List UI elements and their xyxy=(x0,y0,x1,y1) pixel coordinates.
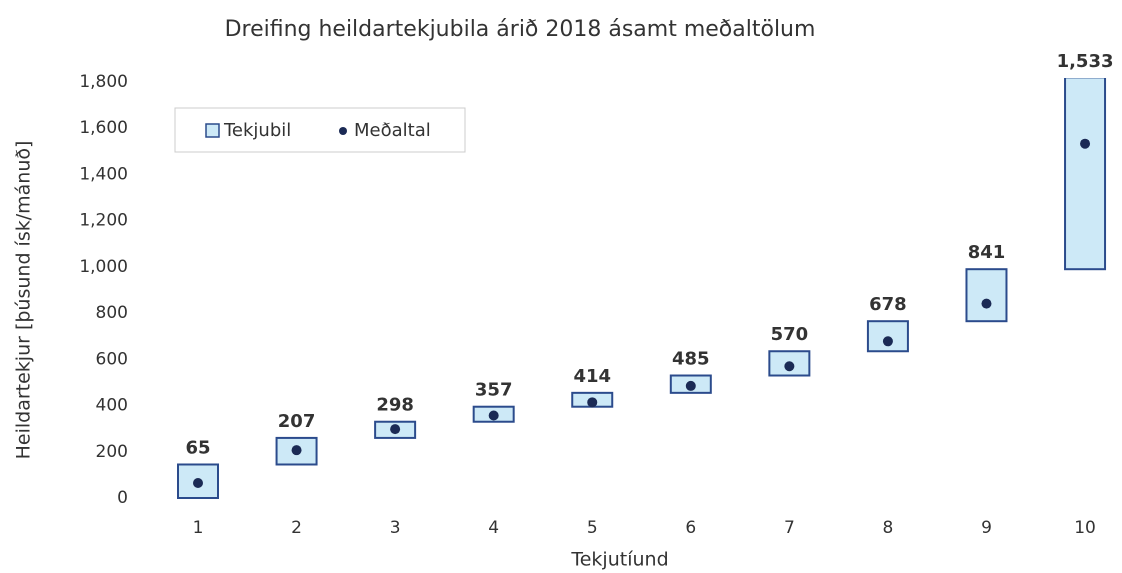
range-bar xyxy=(1064,78,1107,271)
x-tick-label: 2 xyxy=(291,518,302,538)
y-axis-label: Heildartekjur [þúsund ísk/mánuð] xyxy=(13,141,35,460)
data-label: 414 xyxy=(573,366,611,387)
plot-area xyxy=(177,78,1107,500)
data-label: 298 xyxy=(376,395,414,416)
x-tick-label: 6 xyxy=(685,518,696,538)
x-tick-label: 8 xyxy=(883,518,894,538)
legend-label: Meðaltal xyxy=(354,120,431,141)
mean-dot xyxy=(882,336,893,347)
chart-title: Dreifing heildartekjubila árið 2018 ásam… xyxy=(225,17,816,42)
legend-label: Tekjubil xyxy=(223,120,291,141)
x-tick-label: 9 xyxy=(981,518,992,538)
data-label: 678 xyxy=(869,294,907,315)
y-tick-label: 1,200 xyxy=(79,211,128,231)
x-tick-label: 7 xyxy=(784,518,795,538)
mean-dot xyxy=(390,424,401,435)
x-tick-label: 5 xyxy=(587,518,598,538)
mean-dot xyxy=(488,410,499,421)
data-label: 207 xyxy=(278,411,316,432)
legend-swatch xyxy=(205,123,220,138)
data-label: 65 xyxy=(185,437,210,458)
data-label: 841 xyxy=(968,242,1006,263)
range-bar xyxy=(177,463,219,500)
y-tick-label: 1,800 xyxy=(79,72,128,92)
mean-dot xyxy=(1080,138,1091,149)
mean-dot xyxy=(981,298,992,309)
x-tick-label: 3 xyxy=(390,518,401,538)
x-axis-label: Tekjutíund xyxy=(570,549,668,571)
mean-dot xyxy=(193,477,203,488)
range-bar xyxy=(768,350,811,377)
y-tick-label: 1,000 xyxy=(79,257,128,277)
x-tick-label: 10 xyxy=(1074,518,1096,538)
y-tick-label: 200 xyxy=(96,442,128,462)
y-tick-label: 600 xyxy=(96,349,128,369)
y-tick-label: 1,400 xyxy=(79,164,128,184)
data-label: 1,533 xyxy=(1057,51,1114,72)
y-tick-label: 0 xyxy=(117,488,128,508)
mean-dot xyxy=(784,361,795,372)
y-tick-label: 1,600 xyxy=(79,118,128,138)
y-tick-label: 400 xyxy=(96,396,128,416)
range-bar xyxy=(965,268,1008,323)
data-label: 570 xyxy=(771,324,809,345)
mean-dot xyxy=(291,445,302,456)
legend xyxy=(174,107,466,153)
mean-dot xyxy=(587,397,598,408)
x-tick-label: 4 xyxy=(488,518,499,538)
data-label: 357 xyxy=(475,380,513,401)
y-tick-label: 800 xyxy=(96,303,128,323)
legend-dot xyxy=(339,127,347,135)
x-tick-label: 1 xyxy=(193,518,204,538)
mean-dot xyxy=(685,380,696,391)
range-bar xyxy=(866,320,909,353)
data-label: 485 xyxy=(672,349,710,370)
